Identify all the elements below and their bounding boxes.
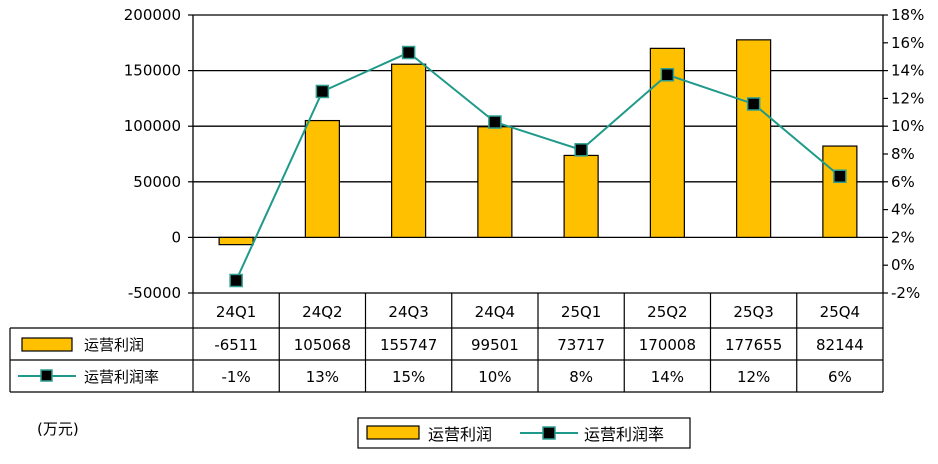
line-value-label: 15%: [392, 368, 425, 386]
left-tick-label: -50000: [128, 284, 181, 302]
left-tick-label: 0: [171, 228, 181, 246]
category-label: 25Q1: [561, 303, 601, 321]
left-tick-label: 100000: [124, 117, 181, 135]
legend-bar-key: [366, 425, 420, 440]
marker-25Q1: [574, 143, 588, 157]
table-marker-key: [40, 369, 53, 382]
right-tick-label: 16%: [891, 34, 924, 52]
right-tick-label: 2%: [891, 228, 915, 246]
marker-24Q4: [488, 115, 502, 129]
bar-24Q1: [218, 236, 254, 246]
table-series-name: 运营利润: [84, 336, 144, 354]
legend: 运营利润 运营利润率: [357, 417, 691, 449]
bar-value-label: 170008: [639, 336, 696, 354]
bar-value-label: -6511: [214, 336, 258, 354]
line-series: [229, 45, 847, 288]
data-table: 24Q1 24Q2 24Q3 24Q4 25Q1 25Q2 25Q3 25Q4 运营利润 -651…: [9, 292, 884, 393]
category-label: 24Q1: [216, 303, 256, 321]
right-tick-label: 14%: [891, 62, 924, 80]
left-tick-label: 150000: [124, 62, 181, 80]
marker-24Q3: [401, 45, 416, 60]
category-label: 24Q4: [475, 303, 515, 321]
right-tick-label: 12%: [891, 89, 924, 107]
category-label: 25Q4: [820, 303, 860, 321]
legend-bar-label: 运营利润: [428, 425, 492, 444]
line-value-label: 12%: [737, 368, 770, 386]
marker-25Q4: [833, 169, 847, 183]
bar-value-label: 73717: [557, 336, 605, 354]
right-tick-label: 8%: [891, 145, 915, 163]
line-value-label: 13%: [306, 368, 339, 386]
category-label: 24Q2: [302, 303, 342, 321]
line-value-label: -1%: [222, 368, 251, 386]
right-tick-label: 10%: [891, 117, 924, 135]
plot-frame: [192, 14, 884, 293]
legend-line-label: 运营利润率: [584, 425, 664, 444]
line-value-label: 14%: [651, 368, 684, 386]
unit-label: (万元): [37, 420, 79, 438]
category-label: 25Q2: [647, 303, 687, 321]
left-axis-ticks: -50000 0 50000 100000 150000 200000: [124, 6, 193, 302]
marker-24Q2: [315, 84, 330, 99]
category-label: 24Q3: [388, 303, 428, 321]
marker-24Q1: [229, 273, 243, 288]
bar-value-label: 99501: [471, 336, 519, 354]
gridlines: [193, 69, 883, 239]
line-value-label: 6%: [828, 368, 852, 386]
right-tick-label: 6%: [891, 173, 915, 191]
bar-25Q1: [563, 154, 599, 239]
right-axis-ticks: -2% 0% 2% 4% 6% 8% 10% 12% 14% 16% 18%: [883, 6, 924, 302]
table-bar-key: [21, 337, 73, 352]
category-label: 25Q3: [733, 303, 773, 321]
right-tick-label: 0%: [891, 256, 915, 274]
bar-value-label: 155747: [380, 336, 437, 354]
marker-25Q3: [746, 97, 761, 111]
bar-25Q3: [736, 39, 772, 238]
marker-25Q2: [660, 68, 675, 82]
bar-25Q4: [822, 145, 858, 239]
line-value-label: 8%: [569, 368, 593, 386]
table-series-name: 运营利润率: [84, 368, 159, 386]
bar-value-label: 82144: [816, 336, 864, 354]
left-tick-label: 50000: [133, 173, 181, 191]
right-tick-label: 4%: [891, 201, 915, 219]
bar-value-label: 177655: [725, 336, 782, 354]
bar-series: [218, 39, 858, 246]
margin-line: [235, 51, 841, 281]
bar-24Q4: [477, 126, 513, 239]
right-tick-label: 18%: [891, 6, 924, 24]
bar-value-label: 105068: [294, 336, 351, 354]
legend-marker-key: [542, 426, 556, 440]
bar-24Q2: [304, 119, 340, 239]
bar-24Q3: [391, 63, 427, 238]
line-value-label: 10%: [478, 368, 511, 386]
left-tick-label: 200000: [124, 6, 181, 24]
right-tick-label: -2%: [891, 284, 920, 302]
